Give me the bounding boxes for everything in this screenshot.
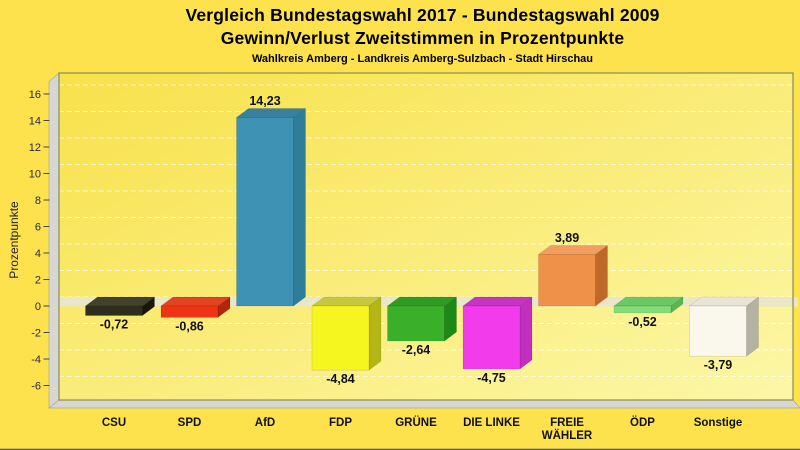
- bar-front-face: [462, 305, 521, 370]
- bar-top-face: [537, 245, 609, 255]
- x-category-label: SPD: [178, 417, 202, 429]
- value-label: -3,79: [704, 358, 733, 372]
- bar-side-face: [519, 296, 533, 370]
- window-bottom-edge: [0, 448, 800, 450]
- bar-GRÜNE: -2,64: [386, 296, 458, 357]
- bar-ÖDP: -0,52: [613, 296, 684, 329]
- x-category-label: WÄHLER: [542, 429, 593, 442]
- bar-AfD: 14,23: [235, 94, 307, 307]
- bar-front-face: [236, 117, 294, 307]
- bar-front-face: [613, 305, 672, 314]
- y-tick-label: 6: [35, 222, 41, 234]
- value-label: -4,75: [477, 371, 506, 385]
- bar-front-face: [311, 305, 370, 371]
- bar-front-face: [85, 305, 143, 316]
- y-tick-label: -6: [31, 381, 41, 393]
- bar-top-face: [688, 296, 760, 307]
- value-label: -0,72: [100, 318, 129, 332]
- value-label: 3,89: [555, 231, 579, 245]
- value-label: -2,64: [402, 343, 431, 357]
- y-tick-label: -2: [31, 328, 41, 340]
- y-tick-label: 16: [29, 89, 41, 101]
- bar-side-face: [293, 107, 306, 307]
- y-tick-label: 4: [35, 248, 41, 260]
- y-tick-label: -4: [31, 354, 41, 366]
- chart-title-line1: Vergleich Bundestagswahl 2017 - Bundesta…: [185, 5, 660, 25]
- x-category-label: FDP: [329, 417, 352, 429]
- left-wall: [48, 72, 60, 409]
- chart-subtitle: Wahlkreis Amberg - Landkreis Amberg-Sulz…: [251, 53, 594, 65]
- x-category-label: FREIE: [550, 417, 584, 429]
- bar-front-face: [387, 305, 445, 342]
- y-tick-label: 12: [29, 142, 41, 154]
- value-label: -0,86: [175, 319, 204, 333]
- x-category-label: ÖDP: [630, 416, 655, 429]
- y-tick-label: 0: [35, 301, 41, 313]
- y-tick-label: 10: [29, 169, 41, 181]
- bar-front-face: [160, 305, 219, 318]
- bar-top-face: [462, 296, 533, 307]
- bar-side-face: [368, 296, 382, 371]
- bar-front-face: [538, 254, 596, 307]
- y-tick-label: 8: [35, 195, 41, 207]
- bar-top-face: [613, 296, 684, 307]
- bar-front-face: [689, 305, 747, 357]
- bar-top-face: [235, 108, 307, 118]
- x-category-label: Sonstige: [694, 417, 743, 429]
- value-label: -0,52: [628, 315, 657, 329]
- bar-top-face: [311, 296, 382, 307]
- bar-top-face: [160, 296, 231, 307]
- y-tick-label: 2: [35, 275, 41, 287]
- bar-top-face: [386, 296, 458, 307]
- y-axis-title: Prozentpunkte: [7, 201, 21, 279]
- plot-area: [59, 73, 793, 400]
- bar-FDP: -4,84: [311, 296, 382, 386]
- floor: [48, 399, 800, 409]
- bar-Sonstige: -3,79: [688, 296, 760, 372]
- value-label: 14,23: [249, 94, 280, 108]
- bar-top-face: [84, 296, 156, 307]
- bar-FREIE-WÄHLER: 3,89: [537, 231, 609, 307]
- value-label: -4,84: [326, 372, 355, 386]
- chart-title-line2: Gewinn/Verlust Zweitstimmen in Prozentpu…: [220, 28, 625, 48]
- y-tick-label: 14: [29, 116, 41, 128]
- x-category-label: AfD: [255, 417, 275, 429]
- x-category-label: CSU: [102, 417, 126, 429]
- plot-border: [58, 72, 794, 401]
- bar-side-face: [595, 244, 608, 307]
- x-category-label: DIE LINKE: [463, 417, 520, 429]
- bar-SPD: -0,86: [160, 296, 231, 333]
- bar-side-face: [746, 296, 759, 357]
- x-category-label: GRÜNE: [395, 416, 437, 429]
- bar-CSU: -0,72: [84, 296, 156, 332]
- bar-DIE LINKE: -4,75: [462, 296, 533, 385]
